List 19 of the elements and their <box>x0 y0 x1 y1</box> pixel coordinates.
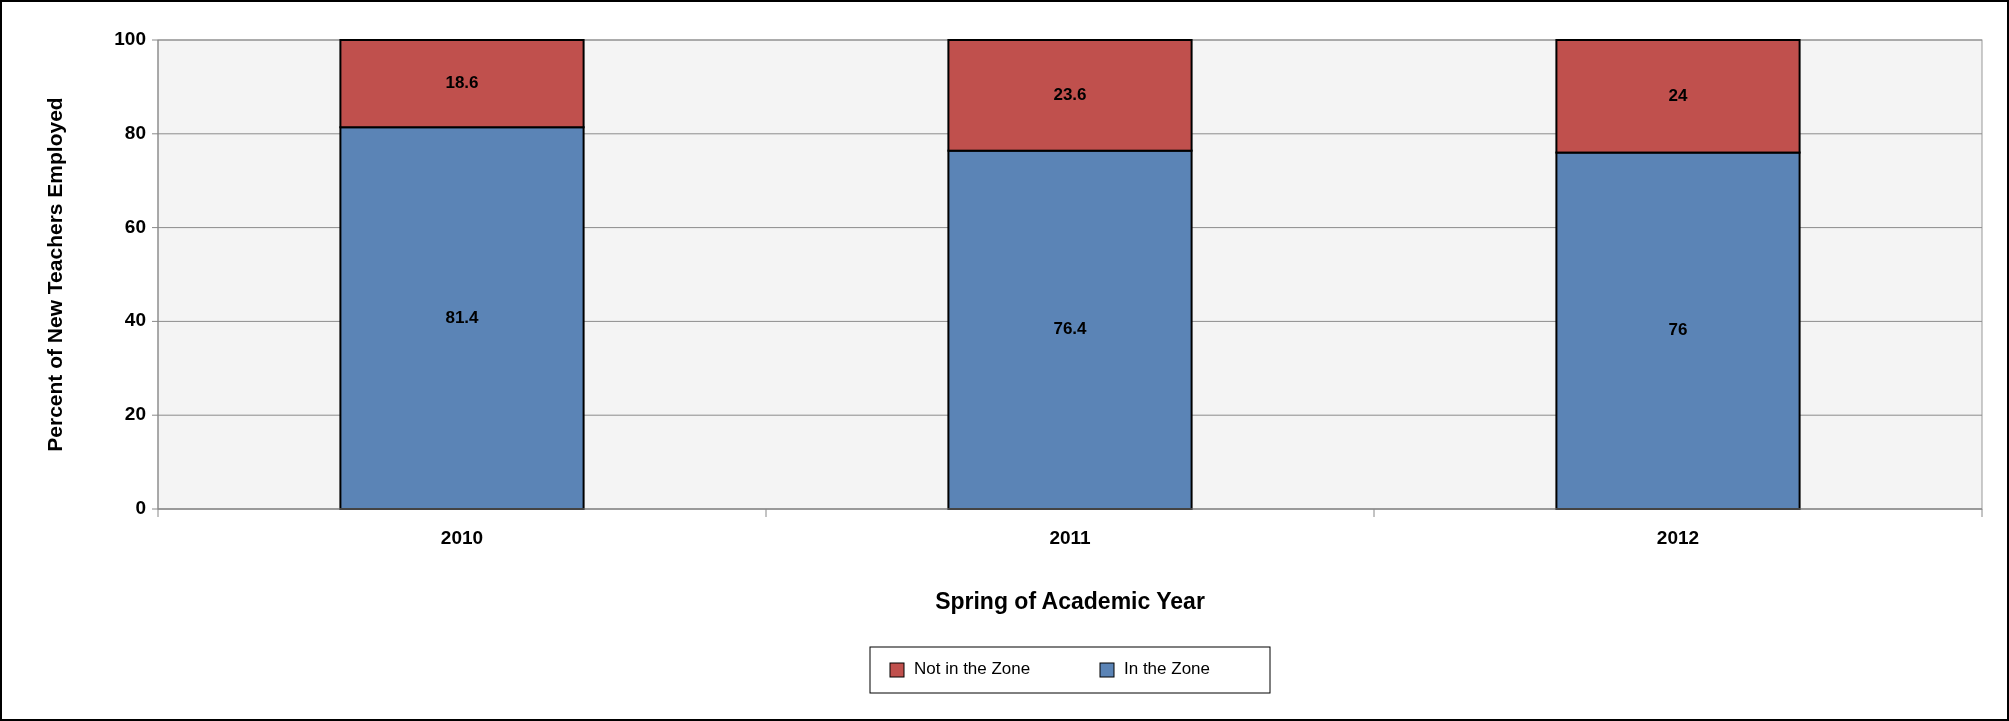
y-axis-title: Percent of New Teachers Employed <box>43 97 66 452</box>
y-tick-label: 60 <box>124 215 146 237</box>
legend-label: In the Zone <box>1124 659 1211 679</box>
x-tick-label: 2012 <box>1656 527 1700 548</box>
data-label: 76 <box>1668 320 1688 340</box>
data-label: 18.6 <box>445 73 479 93</box>
x-axis-title: Spring of Academic Year <box>935 588 1205 614</box>
data-label: 24 <box>1668 85 1688 105</box>
y-tick-label: 40 <box>124 309 146 331</box>
data-label: 81.4 <box>445 307 480 327</box>
legend-label: Not in the Zone <box>914 659 1031 679</box>
data-label: 23.6 <box>1053 84 1087 104</box>
y-tick-label: 20 <box>124 403 146 425</box>
x-tick-label: 2011 <box>1049 527 1092 548</box>
data-label: 76.4 <box>1053 319 1088 339</box>
y-tick-label: 100 <box>114 28 146 50</box>
y-tick-label: 0 <box>135 497 146 519</box>
y-tick-label: 80 <box>124 121 146 143</box>
x-tick-label: 2010 <box>440 527 484 548</box>
